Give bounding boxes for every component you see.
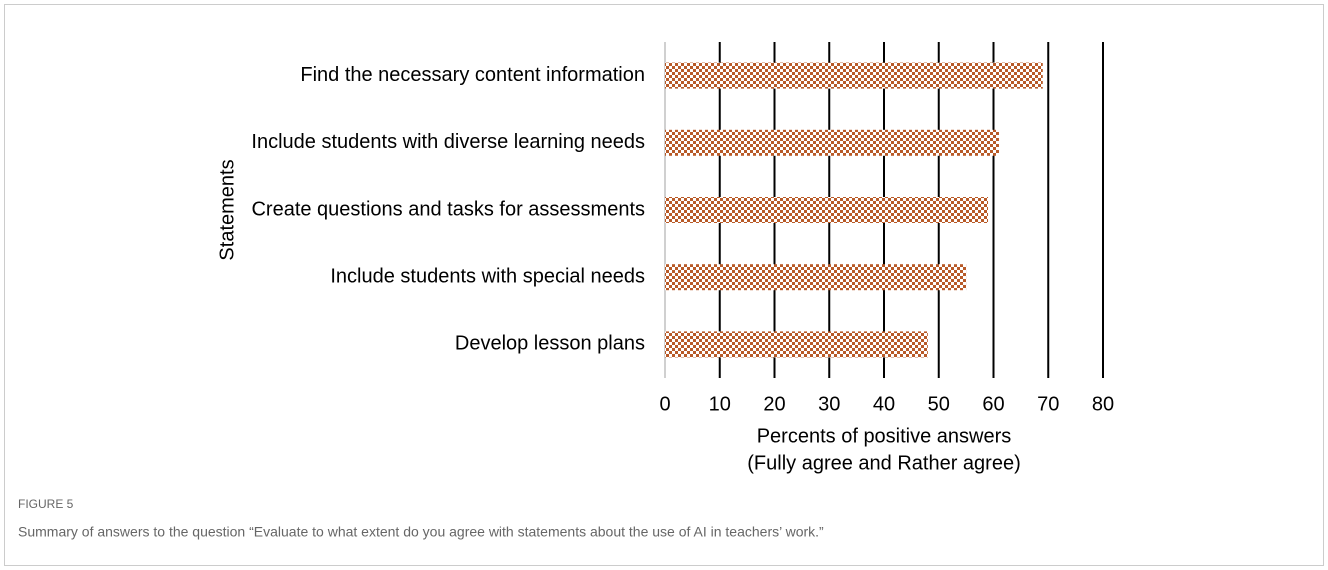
x-axis-label: (Fully agree and Rather agree) bbox=[747, 452, 1020, 474]
x-tick-label: 30 bbox=[818, 393, 840, 415]
x-axis-label: Percents of positive answers bbox=[757, 425, 1012, 447]
x-tick-label: 70 bbox=[1037, 393, 1059, 415]
x-tick-label: 60 bbox=[982, 393, 1004, 415]
bar bbox=[665, 197, 989, 223]
bar bbox=[665, 129, 999, 156]
caption: Summary of answers to the question “Eval… bbox=[18, 524, 824, 540]
bar bbox=[665, 62, 1043, 89]
x-tick-label: 80 bbox=[1092, 393, 1114, 415]
bar bbox=[665, 264, 967, 291]
x-tick-label: 50 bbox=[928, 393, 950, 415]
x-tick-label: 20 bbox=[763, 393, 785, 415]
y-axis-label: Statements bbox=[216, 159, 238, 260]
y-tick-label: Include students with diverse learning n… bbox=[251, 131, 645, 153]
x-tick-label: 40 bbox=[873, 393, 895, 415]
figure-frame bbox=[4, 4, 1324, 566]
y-tick-label: Include students with special needs bbox=[330, 265, 645, 287]
bar bbox=[665, 331, 928, 358]
x-tick-label: 0 bbox=[659, 393, 670, 415]
figure-label: FIGURE 5 bbox=[18, 497, 74, 511]
y-tick-label: Create questions and tasks for assessmen… bbox=[251, 198, 645, 220]
y-tick-label: Develop lesson plans bbox=[455, 333, 645, 355]
x-tick-label: 10 bbox=[709, 393, 731, 415]
y-tick-label: Find the necessary content information bbox=[300, 64, 645, 86]
